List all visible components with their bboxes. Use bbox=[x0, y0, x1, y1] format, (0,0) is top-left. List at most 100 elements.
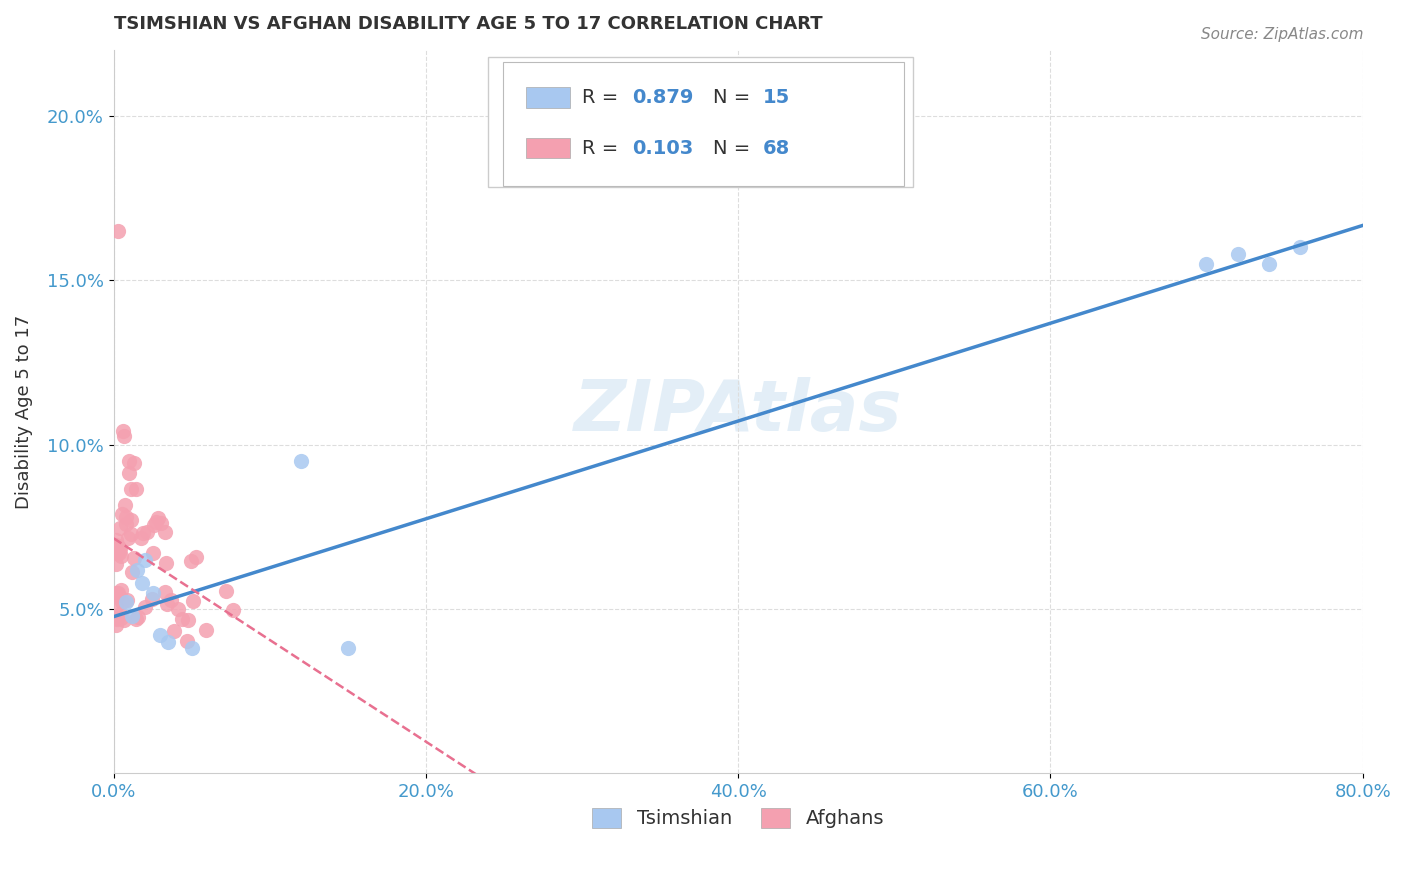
Point bbox=[143, 518, 166, 533]
Point bbox=[110, 611, 132, 625]
Point bbox=[110, 607, 132, 621]
Point bbox=[149, 628, 172, 642]
Point bbox=[125, 612, 148, 626]
Point bbox=[105, 557, 128, 571]
Point bbox=[177, 613, 200, 627]
Point bbox=[1226, 246, 1249, 260]
Point bbox=[180, 641, 202, 656]
Point bbox=[105, 546, 128, 560]
Point bbox=[107, 588, 129, 602]
Point bbox=[122, 551, 145, 566]
Point bbox=[195, 623, 218, 637]
Point bbox=[156, 597, 179, 611]
Point bbox=[153, 525, 176, 540]
Point bbox=[132, 525, 155, 540]
Legend: Tsimshian, Afghans: Tsimshian, Afghans bbox=[583, 800, 891, 836]
Text: 0.103: 0.103 bbox=[631, 139, 693, 159]
Point bbox=[1258, 257, 1281, 271]
Point bbox=[135, 525, 157, 540]
Point bbox=[104, 538, 127, 552]
Point bbox=[105, 586, 128, 600]
Point bbox=[105, 599, 128, 613]
Point bbox=[155, 557, 177, 571]
Text: 68: 68 bbox=[763, 139, 790, 159]
Point bbox=[170, 612, 193, 626]
Point bbox=[108, 521, 131, 535]
Text: ZIPAtlas: ZIPAtlas bbox=[574, 377, 903, 446]
Text: N =: N = bbox=[713, 139, 751, 159]
Point bbox=[115, 595, 138, 609]
Point bbox=[117, 466, 139, 480]
Point bbox=[134, 599, 156, 614]
Point bbox=[111, 507, 134, 521]
FancyBboxPatch shape bbox=[526, 87, 569, 108]
Point bbox=[129, 532, 152, 546]
Point bbox=[107, 539, 129, 553]
Point bbox=[181, 593, 204, 607]
Point bbox=[120, 527, 142, 541]
Point bbox=[105, 618, 128, 632]
Point bbox=[145, 516, 167, 530]
Point bbox=[125, 562, 148, 576]
Point bbox=[180, 554, 202, 568]
Y-axis label: Disability Age 5 to 17: Disability Age 5 to 17 bbox=[15, 315, 32, 508]
Text: R =: R = bbox=[582, 139, 619, 159]
Point bbox=[122, 456, 145, 470]
Point bbox=[127, 609, 149, 624]
Point bbox=[131, 575, 153, 590]
Point bbox=[110, 582, 132, 597]
Point bbox=[112, 613, 135, 627]
Point bbox=[118, 453, 141, 467]
Point bbox=[120, 482, 142, 496]
Text: TSIMSHIAN VS AFGHAN DISABILITY AGE 5 TO 17 CORRELATION CHART: TSIMSHIAN VS AFGHAN DISABILITY AGE 5 TO … bbox=[114, 15, 823, 33]
Text: N =: N = bbox=[713, 88, 751, 107]
Point bbox=[110, 549, 132, 563]
Point bbox=[121, 565, 143, 579]
FancyBboxPatch shape bbox=[503, 62, 904, 186]
Point bbox=[117, 531, 139, 545]
Point bbox=[115, 509, 138, 524]
Point bbox=[222, 603, 245, 617]
Point bbox=[120, 513, 142, 527]
Point bbox=[160, 592, 183, 607]
Point bbox=[146, 511, 169, 525]
FancyBboxPatch shape bbox=[488, 57, 912, 187]
FancyBboxPatch shape bbox=[526, 138, 569, 159]
Text: 0.879: 0.879 bbox=[631, 88, 693, 107]
Point bbox=[290, 454, 312, 468]
Point bbox=[112, 429, 135, 443]
Point bbox=[163, 624, 186, 638]
Text: 15: 15 bbox=[763, 88, 790, 107]
Point bbox=[108, 542, 131, 557]
Point bbox=[107, 586, 129, 600]
Point bbox=[108, 542, 131, 557]
Point bbox=[134, 552, 156, 566]
Point bbox=[111, 595, 134, 609]
Point bbox=[111, 425, 134, 439]
Point bbox=[184, 549, 207, 564]
Point bbox=[157, 635, 180, 649]
Point bbox=[215, 584, 238, 599]
Point bbox=[167, 601, 190, 615]
Point bbox=[121, 608, 143, 623]
Point bbox=[1195, 257, 1218, 271]
Point bbox=[125, 483, 148, 497]
Point bbox=[115, 592, 138, 607]
Point bbox=[142, 545, 165, 559]
Point bbox=[108, 547, 131, 561]
Text: Source: ZipAtlas.com: Source: ZipAtlas.com bbox=[1201, 27, 1364, 42]
Point bbox=[115, 517, 138, 532]
Point bbox=[155, 585, 177, 599]
Point bbox=[1289, 240, 1312, 254]
Point bbox=[107, 224, 129, 238]
Point bbox=[336, 641, 359, 656]
Text: R =: R = bbox=[582, 88, 619, 107]
Point bbox=[105, 612, 128, 626]
Point bbox=[176, 634, 198, 648]
Point bbox=[141, 592, 163, 607]
Point bbox=[142, 585, 165, 599]
Point bbox=[114, 499, 136, 513]
Point bbox=[105, 533, 128, 548]
Point bbox=[104, 611, 127, 625]
Point bbox=[150, 516, 173, 530]
